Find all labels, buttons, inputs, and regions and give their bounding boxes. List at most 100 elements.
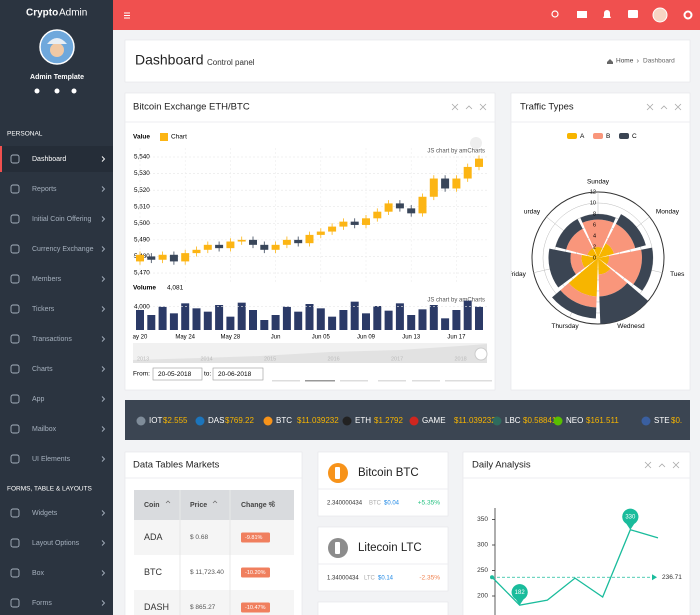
bell-icon[interactable] xyxy=(603,10,611,18)
from-input[interactable] xyxy=(152,367,203,381)
coin-icon xyxy=(195,416,205,426)
coin-unit: LTC xyxy=(364,576,376,582)
polar-tick-label: 2 xyxy=(593,244,596,250)
download-button[interactable] xyxy=(470,137,482,149)
collapse-icon[interactable] xyxy=(658,463,666,468)
user-action-icon[interactable] xyxy=(34,88,40,94)
period-button[interactable] xyxy=(305,380,335,382)
menu-item[interactable]: Mailbox xyxy=(32,426,57,433)
period-button[interactable] xyxy=(340,380,368,382)
polar-tick-label: 0 xyxy=(593,255,596,261)
polar-category-label: Monday xyxy=(656,209,680,216)
menu-item[interactable]: Transactions xyxy=(32,336,72,343)
ticker-symbol: LBC xyxy=(505,416,521,425)
x-tick-label: ay 20 xyxy=(133,335,148,341)
content-header xyxy=(124,39,691,83)
user-action-icon[interactable] xyxy=(71,88,77,94)
avatar-face xyxy=(50,43,64,57)
period-button[interactable] xyxy=(445,380,473,382)
close-icon[interactable] xyxy=(674,103,682,111)
polar-tick-label: 4 xyxy=(593,233,596,239)
expand-icon[interactable] xyxy=(644,461,652,469)
user-action-icon[interactable] xyxy=(54,88,60,94)
coin-amount: 1.34000434 xyxy=(327,576,359,582)
menu-chevron xyxy=(101,456,106,462)
column-header[interactable]: Price xyxy=(190,502,207,509)
menu-item[interactable]: UI Elements xyxy=(32,456,71,463)
expand-icon[interactable] xyxy=(646,103,654,111)
to-input[interactable] xyxy=(212,367,264,381)
column-header[interactable]: Coin xyxy=(144,502,160,509)
candle-body xyxy=(339,221,348,227)
settings-icon[interactable] xyxy=(683,10,693,20)
menu-item[interactable]: Reports xyxy=(32,186,57,193)
menu-item[interactable]: Charts xyxy=(32,366,53,373)
breadcrumb-sep xyxy=(636,59,639,63)
page-subtitle: Control panel xyxy=(207,58,255,67)
menu-item[interactable]: Dashboard xyxy=(32,156,66,163)
ticker-price: $0.588418 xyxy=(523,416,561,425)
volume-bar xyxy=(158,306,167,330)
candle-body xyxy=(181,253,190,262)
chat-icon[interactable] xyxy=(628,10,638,18)
search-icon[interactable] xyxy=(551,10,559,18)
candle-body xyxy=(362,218,370,225)
period-button[interactable] xyxy=(412,380,440,382)
coin-price: $0.04 xyxy=(384,501,400,507)
sort-icon xyxy=(212,500,218,504)
section-title: FORMS, TABLE & LAYOUTS xyxy=(7,486,93,493)
period-button[interactable] xyxy=(272,380,300,382)
collapse-icon[interactable] xyxy=(660,105,668,110)
average-arrow xyxy=(652,574,657,581)
change-cell: -9.81% xyxy=(245,535,263,541)
coin-name: Bitcoin BTC xyxy=(358,467,419,479)
candle-body xyxy=(237,239,246,242)
expand-icon[interactable] xyxy=(451,103,459,111)
menu-item[interactable]: Tickers xyxy=(32,306,55,313)
menu-item[interactable]: Widgets xyxy=(32,510,58,517)
mail-icon[interactable] xyxy=(577,11,587,18)
menu-item[interactable]: Box xyxy=(32,570,45,577)
menu-toggle[interactable] xyxy=(124,12,130,19)
polar-category-label: urday xyxy=(524,209,541,216)
menu-icon xyxy=(10,424,20,434)
volume-readout: 4,081 xyxy=(167,285,184,292)
legend-swatch xyxy=(160,133,168,141)
breadcrumb[interactable]: Home xyxy=(616,58,634,65)
coin-cell: BTC xyxy=(144,567,163,577)
menu-item[interactable]: Members xyxy=(32,276,62,283)
close-icon[interactable] xyxy=(479,103,487,111)
polar-segment xyxy=(587,248,598,258)
scroll-label: 2018 xyxy=(455,356,467,362)
volume-bar xyxy=(226,316,235,330)
coin-name: Litecoin LTC xyxy=(358,542,422,554)
menu-chevron xyxy=(101,276,106,282)
coin-amount: 2.340000434 xyxy=(327,501,363,507)
menu-icon xyxy=(10,184,20,194)
period-button[interactable] xyxy=(378,380,406,382)
menu-item[interactable]: Currency Exchange xyxy=(32,246,94,253)
user-avatar[interactable] xyxy=(652,7,668,23)
menu-item[interactable]: Forms xyxy=(32,600,52,607)
column-header[interactable]: Change % xyxy=(241,502,276,509)
scroll-label: 2015 xyxy=(264,356,276,362)
menu-item[interactable]: Initial Coin Offering xyxy=(32,216,92,223)
polar-segment xyxy=(568,258,598,297)
candle-body xyxy=(441,178,450,189)
candle-body xyxy=(147,256,156,260)
candle-body xyxy=(350,221,359,225)
volume-bar xyxy=(136,310,144,330)
collapse-icon[interactable] xyxy=(465,105,473,110)
menu-icon xyxy=(10,334,20,344)
menu-item[interactable]: App xyxy=(32,396,45,403)
legend-label: Chart xyxy=(171,134,187,141)
to-value: 20-06-2018 xyxy=(218,371,252,378)
polar-segment xyxy=(560,283,597,308)
ticker-price: $769.22 xyxy=(225,416,254,425)
volume-bar xyxy=(339,310,348,330)
period-button[interactable] xyxy=(464,380,492,382)
close-icon[interactable] xyxy=(672,461,680,469)
menu-item[interactable]: Layout Options xyxy=(32,540,80,547)
volume-bar xyxy=(373,306,382,330)
scroll-handle[interactable] xyxy=(474,347,488,361)
